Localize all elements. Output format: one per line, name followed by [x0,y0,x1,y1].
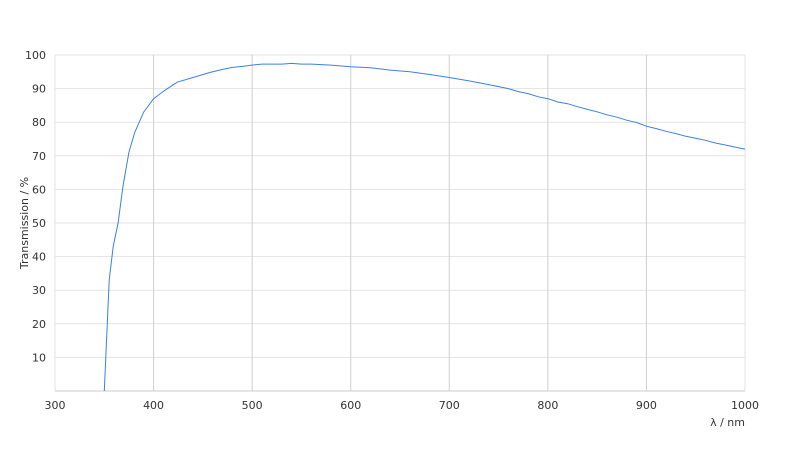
y-axis-label: Transmission / % [18,177,31,270]
tick-labels: 10 20 30 40 50 60 70 80 90 100 300 400 500 600 700 800 9… [25,49,759,412]
x-tick-label: 300 [45,399,66,412]
y-tick-label: 50 [32,217,46,230]
x-tick-label: 1000 [731,399,759,412]
y-tick-label: 60 [32,183,46,196]
y-tick-label: 70 [32,150,46,163]
y-tick-label: 90 [32,83,46,96]
x-tick-label: 900 [636,399,657,412]
y-tick-label: 80 [32,116,46,129]
y-tick-label: 100 [25,49,46,62]
series-line [103,62,746,392]
grid [54,54,746,392]
y-tick-label: 40 [32,251,46,264]
x-tick-label: 800 [537,399,558,412]
x-tick-label: 400 [143,399,164,412]
y-tick-label: 10 [32,351,46,364]
x-tick-label: 600 [340,399,361,412]
y-tick-label: 20 [32,318,46,331]
x-axis-label: λ / nm [710,416,745,429]
x-tick-label: 700 [439,399,460,412]
y-tick-label: 30 [32,284,46,297]
x-tick-label: 500 [242,399,263,412]
